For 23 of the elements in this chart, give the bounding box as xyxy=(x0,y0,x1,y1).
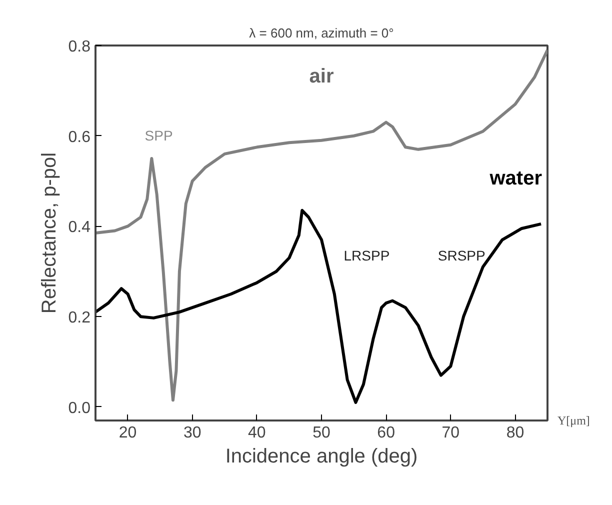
annotation: LRSPP xyxy=(344,248,390,264)
y-tick-label: 0.0 xyxy=(68,400,91,417)
line-series xyxy=(96,48,548,402)
x-tick-label: 50 xyxy=(312,424,330,442)
y-tick-label: 0.6 xyxy=(68,128,91,146)
chart-title: λ = 600 nm, azimuth = 0° xyxy=(249,26,394,40)
text: air xyxy=(309,65,334,88)
text: Y[μm] xyxy=(558,414,590,428)
x-tick-label: 80 xyxy=(506,424,524,442)
x-tick-label: 30 xyxy=(183,424,202,442)
annotation: SPP xyxy=(144,128,173,144)
series-label: water xyxy=(488,167,542,190)
x-tick-label: 60 xyxy=(377,424,396,442)
y-tick-label: 0.8 xyxy=(68,38,91,56)
x-tick-label: 70 xyxy=(442,424,460,442)
x-tick-label: 20 xyxy=(118,424,137,442)
x-tick-label: 40 xyxy=(248,424,266,442)
annotation: SRSPP xyxy=(438,248,486,264)
y-axis-title: Reflectance, p-pol xyxy=(38,152,60,314)
y-tick-label: 0.2 xyxy=(68,310,91,327)
y-tick-label: 0.4 xyxy=(68,219,91,236)
x-axis-title: Incidence angle (deg) xyxy=(225,446,418,468)
line-series xyxy=(96,208,543,404)
